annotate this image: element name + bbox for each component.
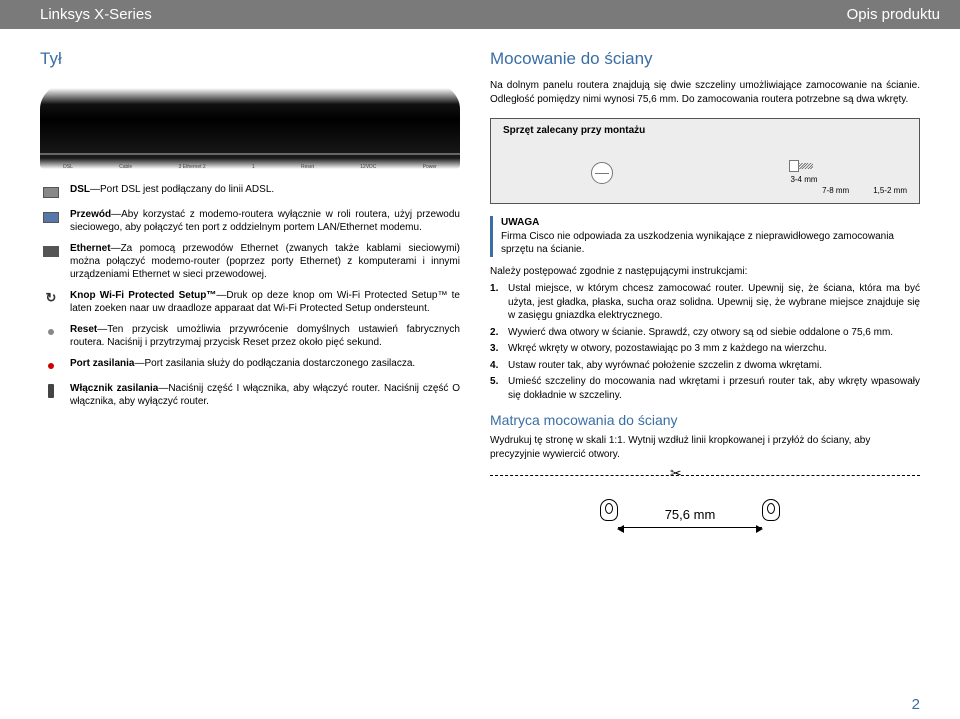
port-text: Knop Wi-Fi Protected Setup™—Druk op deze… — [70, 289, 460, 315]
port-row: Port zasilania—Port zasilania służy do p… — [40, 357, 460, 374]
hardware-panel: Sprzęt zalecany przy montażu 3-4 mm 7-8 … — [490, 118, 920, 204]
header-right: Opis produktu — [847, 6, 940, 23]
mount-intro: Na dolnym panelu routera znajdują się dw… — [490, 79, 920, 106]
port-text: Przewód—Aby korzystać z modemo-routera w… — [70, 208, 460, 234]
screw-dimensions: 7-8 mm 1,5-2 mm — [503, 186, 907, 195]
hardware-panel-body: 3-4 mm — [503, 140, 907, 184]
dim-thread: 1,5-2 mm — [873, 186, 907, 195]
right-title: Mocowanie do ściany — [490, 49, 920, 69]
reset-button-icon — [40, 324, 62, 340]
column-left: Tył DSL Cable 3 Ethernet 2 1 Reset 12VDC… — [40, 49, 460, 537]
screw-side-figure: 3-4 mm — [789, 159, 819, 184]
instruction-step: Umieść szczeliny do mocowania nad wkręta… — [490, 375, 920, 402]
port-list: DSL—Port DSL jest podłączany do linii AD… — [40, 183, 460, 408]
router-port-label: 12VDC — [358, 164, 378, 170]
page-number: 2 — [912, 696, 920, 713]
port-text: Reset—Ten przycisk umożliwia przywróceni… — [70, 323, 460, 349]
router-port-label: DSL — [61, 164, 75, 170]
callout-title: UWAGA — [501, 216, 920, 230]
port-text: Włącznik zasilania—Naciśnij część I włąc… — [70, 382, 460, 408]
screw-head-icon — [591, 162, 613, 184]
port-row: Przewód—Aby korzystać z modemo-routera w… — [40, 208, 460, 234]
ethernet-port-icon — [40, 243, 62, 259]
power-port-icon — [40, 358, 62, 374]
hardware-panel-title: Sprzęt zalecany przy montażu — [503, 125, 907, 136]
dimension-line — [618, 527, 762, 528]
router-port-label: Reset — [299, 164, 316, 170]
router-port-label: 1 — [250, 164, 257, 170]
instruction-step: Wkręć wkręty w otwory, pozostawiając po … — [490, 342, 920, 356]
router-back-image: DSL Cable 3 Ethernet 2 1 Reset 12VDC Pow… — [40, 79, 460, 169]
callout-body-text: Firma Cisco nie odpowiada za uszkodzenia… — [501, 230, 920, 257]
page-header: Linksys X-Series Opis produktu — [0, 0, 960, 29]
port-row: ↻ Knop Wi-Fi Protected Setup™—Druk op de… — [40, 289, 460, 315]
page-body: Tył DSL Cable 3 Ethernet 2 1 Reset 12VDC… — [0, 29, 960, 547]
scissors-icon: ✂ — [670, 465, 682, 482]
port-text: Port zasilania—Port zasilania służy do p… — [70, 357, 415, 374]
instruction-step: Ustaw router tak, aby wyrównać położenie… — [490, 359, 920, 373]
template-dimension: 75,6 mm — [490, 507, 890, 522]
template-title: Matryca mocowania do ściany — [490, 412, 920, 428]
mounting-template: ✂ 75,6 mm — [490, 469, 920, 537]
dsl-port-icon — [40, 184, 62, 200]
left-title: Tył — [40, 49, 460, 69]
warning-callout: UWAGA Firma Cisco nie odpowiada za uszko… — [490, 216, 920, 257]
cut-line — [490, 475, 920, 476]
header-left: Linksys X-Series — [40, 6, 152, 23]
router-port-label: Cable — [117, 164, 134, 170]
instructions-lead: Należy postępować zgodnie z następującym… — [490, 265, 920, 279]
power-switch-icon — [40, 383, 62, 399]
router-port-label: 3 Ethernet 2 — [176, 164, 207, 170]
port-row: Reset—Ten przycisk umożliwia przywróceni… — [40, 323, 460, 349]
port-text: Ethernet—Za pomocą przewodów Ethernet (z… — [70, 242, 460, 281]
router-port-label: Power — [421, 164, 439, 170]
dim-head: 7-8 mm — [822, 186, 849, 195]
wan-port-icon — [40, 209, 62, 225]
port-text: DSL—Port DSL jest podłączany do linii AD… — [70, 183, 274, 200]
callout-bar — [490, 216, 493, 257]
instruction-step: Wywierć dwa otwory w ścianie. Sprawdź, c… — [490, 326, 920, 340]
instructions-list: Ustal miejsce, w którym chcesz zamocować… — [490, 282, 920, 402]
router-port-labels: DSL Cable 3 Ethernet 2 1 Reset 12VDC Pow… — [40, 164, 460, 170]
instruction-step: Ustal miejsce, w którym chcesz zamocować… — [490, 282, 920, 323]
port-row: Włącznik zasilania—Naciśnij część I włąc… — [40, 382, 460, 408]
wps-icon: ↻ — [40, 290, 62, 306]
screw-front-figure — [591, 162, 613, 184]
port-row: DSL—Port DSL jest podłączany do linii AD… — [40, 183, 460, 200]
dim-shaft: 3-4 mm — [790, 175, 817, 184]
template-text: Wydrukuj tę stronę w skali 1:1. Wytnij w… — [490, 434, 920, 461]
port-row: Ethernet—Za pomocą przewodów Ethernet (z… — [40, 242, 460, 281]
column-right: Mocowanie do ściany Na dolnym panelu rou… — [490, 49, 920, 537]
